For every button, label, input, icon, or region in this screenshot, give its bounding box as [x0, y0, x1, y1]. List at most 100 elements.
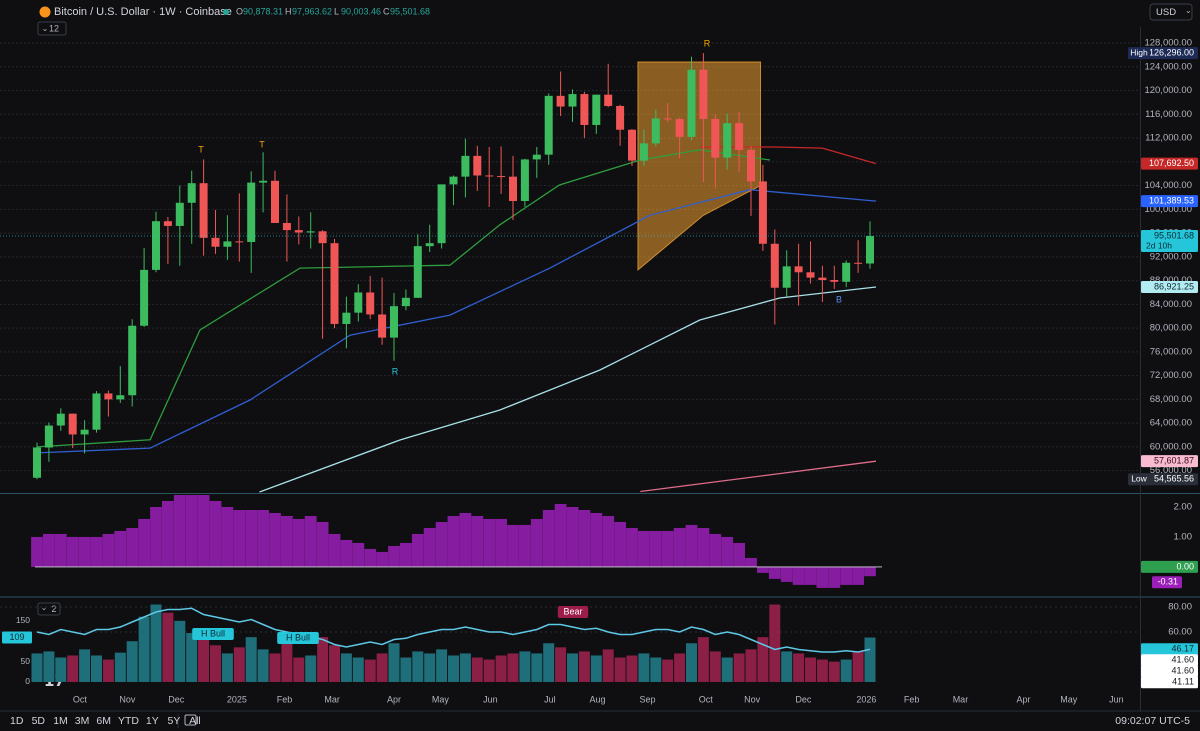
symbol-title[interactable]: Bitcoin / U.S. Dollar · 1W · Coinbase — [54, 6, 232, 18]
histogram-bar — [757, 566, 769, 573]
volume-bar — [459, 653, 471, 682]
candle-body — [413, 246, 422, 298]
y-tick-label: 60.00 — [1168, 627, 1192, 638]
volume-bar — [805, 657, 816, 682]
histogram-bar — [364, 548, 377, 567]
price-label: 46.17 — [1171, 644, 1194, 654]
price-label: 0.00 — [1176, 561, 1194, 571]
volume-bar — [852, 651, 864, 682]
indicators-toggle[interactable] — [37, 21, 67, 36]
range-button[interactable]: 1D — [10, 715, 24, 727]
x-tick-label: Oct — [73, 694, 88, 704]
histogram-bar — [578, 509, 591, 567]
volume-bar — [424, 653, 436, 682]
range-button[interactable]: YTD — [118, 715, 139, 727]
range-button[interactable]: 1M — [53, 715, 68, 727]
histogram-bar — [483, 518, 496, 567]
histogram-bar — [126, 527, 139, 567]
ohlc-value: 97,963.62 — [292, 6, 332, 16]
histogram-bar — [292, 518, 305, 567]
histogram-bar — [54, 533, 67, 567]
volume-bar — [376, 653, 388, 682]
candle-body — [140, 269, 149, 326]
ohlc-key: C — [383, 6, 390, 16]
candle-body — [604, 94, 613, 106]
range-button[interactable]: 3M — [75, 715, 90, 727]
histogram-bar — [400, 542, 412, 567]
histogram-bar — [328, 533, 341, 567]
volume-bar — [555, 647, 567, 682]
price-label-box — [1141, 47, 1198, 60]
volume-bar — [793, 653, 805, 682]
y-tick-label: 92,000.00 — [1150, 251, 1192, 262]
histogram-bar — [435, 521, 448, 567]
volume-bar — [769, 604, 781, 682]
candle-body — [247, 182, 256, 242]
range-button[interactable]: All — [189, 715, 201, 727]
candle-body — [152, 221, 160, 270]
y-tick-label: 104,000.00 — [1144, 180, 1192, 191]
range-button[interactable]: 6M — [96, 715, 111, 727]
x-tick-label: May — [1060, 694, 1078, 704]
x-tick-label: Mar — [953, 694, 969, 704]
price-label: 95,501.68 — [1154, 230, 1194, 240]
pane-badge: 2 — [51, 604, 56, 614]
left-tick-label: 150 — [16, 615, 30, 625]
histogram-bar — [102, 533, 115, 567]
histogram-bar — [697, 527, 710, 567]
volume-bar — [757, 637, 769, 682]
histogram-bar — [150, 506, 162, 567]
clock: 09:02:07 UTC-5 — [1115, 715, 1190, 727]
candle-body — [175, 202, 184, 226]
volume-bar — [293, 657, 305, 682]
price-label: 41.11 — [1172, 677, 1194, 687]
volume-bar — [388, 643, 400, 682]
x-tick-label: Oct — [699, 694, 714, 704]
signal-box — [557, 606, 589, 618]
candle-body — [128, 325, 137, 396]
volume-bar — [543, 643, 555, 682]
histogram-bar — [602, 515, 615, 567]
volume-bar — [114, 652, 126, 682]
volume-bar — [186, 633, 198, 682]
histogram-bar — [542, 509, 555, 567]
candle-body — [235, 241, 244, 243]
range-button[interactable]: 5Y — [168, 715, 181, 727]
currency-chevron: ⌄ — [1185, 6, 1192, 15]
candle-body — [223, 241, 232, 247]
symbol-icon — [39, 6, 51, 18]
ohlc-value: 90,878.31 — [243, 6, 283, 16]
range-button[interactable]: 5D — [32, 715, 46, 727]
price-label-box — [1141, 473, 1198, 486]
date-range-icon[interactable] — [184, 714, 197, 726]
currency-select[interactable] — [1149, 3, 1193, 21]
volume-bar — [650, 657, 662, 682]
volume-bar — [257, 649, 269, 682]
y-tick-label: 72,000.00 — [1150, 370, 1192, 381]
candle-body — [378, 314, 387, 338]
candle-body — [556, 95, 565, 107]
volume-bar — [340, 653, 352, 682]
histogram-bar — [721, 536, 734, 567]
candle-body — [318, 231, 327, 244]
price-label: 54,565.56 — [1154, 474, 1194, 484]
y-tick-label: 56,000.00 — [1150, 465, 1192, 476]
volume-bar — [816, 659, 828, 682]
candle-body — [425, 243, 434, 247]
candle-body — [723, 123, 732, 158]
signal-label: T — [259, 139, 265, 149]
y-tick-label: 60,000.00 — [1150, 441, 1192, 452]
indicators-count: 12 — [49, 23, 59, 33]
signal-label: H Bull — [286, 632, 310, 642]
candle-body — [44, 425, 53, 448]
pane-toggle[interactable] — [37, 602, 61, 616]
range-button[interactable]: 1Y — [146, 715, 159, 727]
volume-bar — [126, 641, 138, 682]
price-label: 41.60 — [1171, 655, 1194, 665]
histogram-bar — [768, 566, 781, 579]
volume-tag — [2, 631, 32, 644]
candle-body — [782, 266, 791, 288]
candle-body — [651, 118, 660, 144]
price-label-box — [1141, 665, 1198, 678]
histogram-bar — [245, 509, 258, 567]
